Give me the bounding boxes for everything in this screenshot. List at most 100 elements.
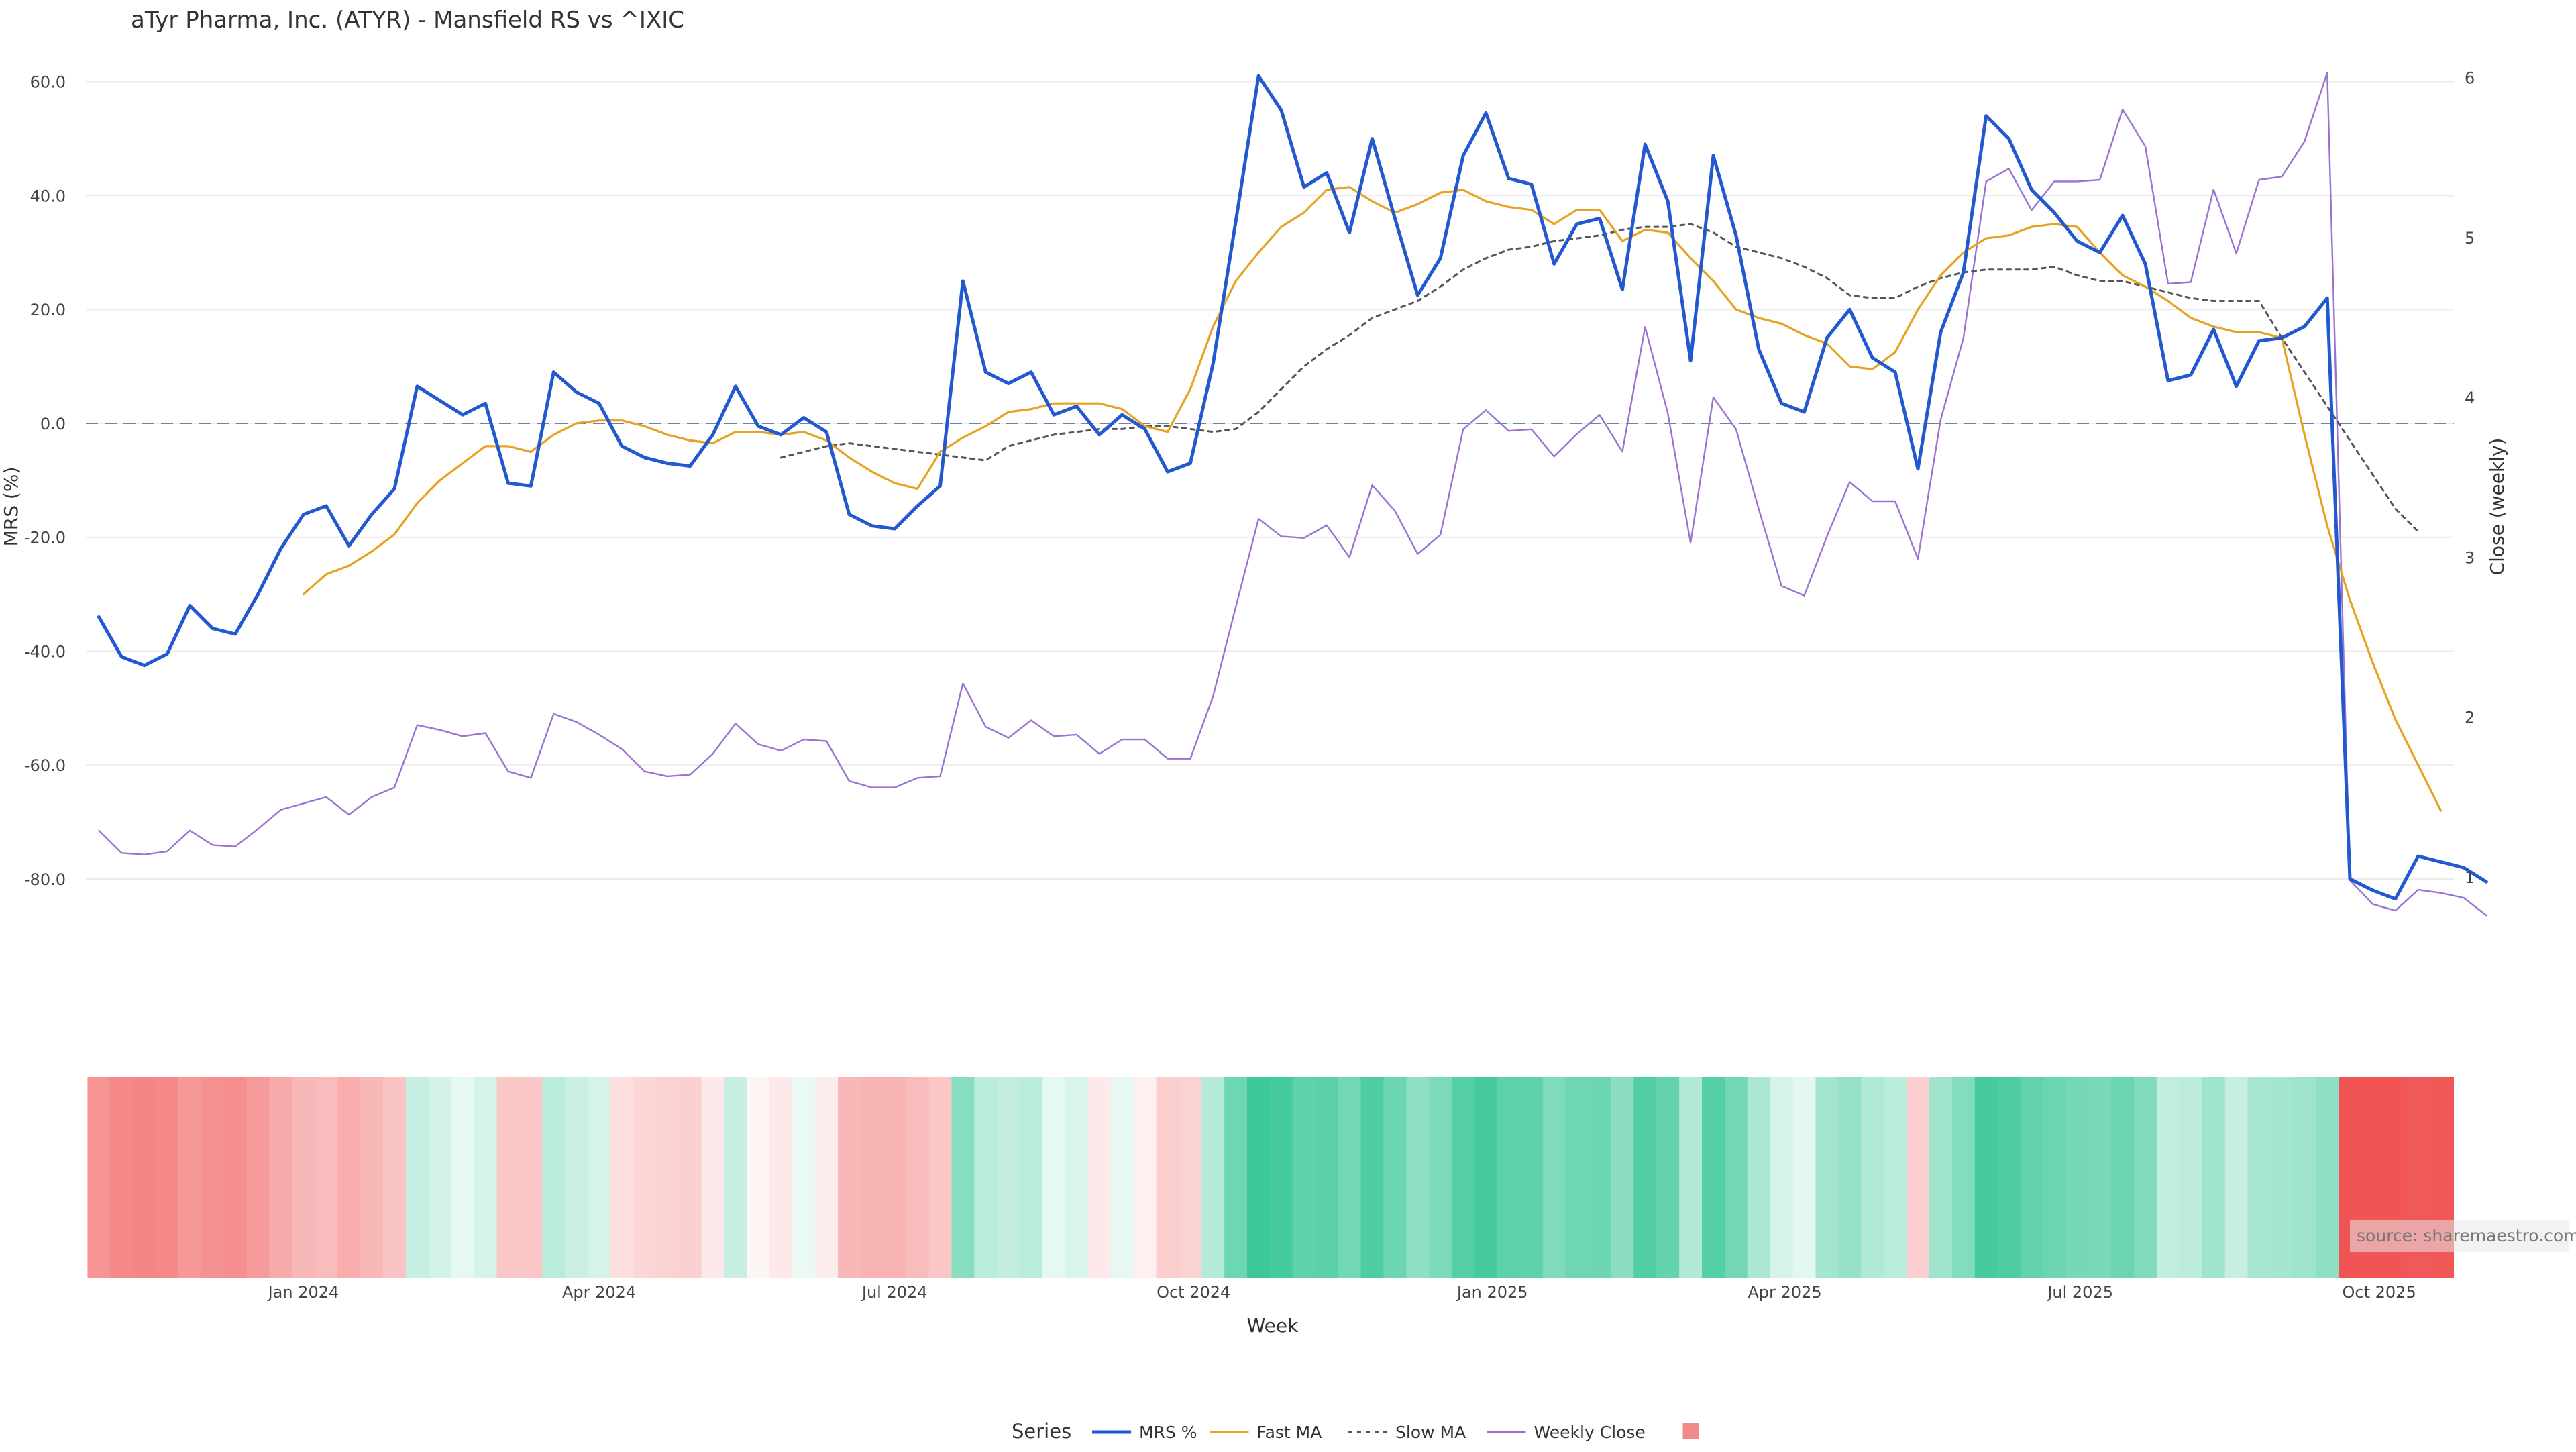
heatmap-cell [2293,1077,2316,1278]
heatmap-cell [1452,1077,1475,1278]
heatmap-cell [1770,1077,1794,1278]
right-y-tick-label: 4 [2465,388,2475,407]
legend-label: Weekly Close [1534,1422,1646,1442]
right-y-tick-label: 3 [2465,548,2475,567]
heatmap-cell [2452,1077,2454,1278]
heatmap-cell [974,1077,998,1278]
heatmap-cell [1110,1077,1134,1278]
right-y-tick-label: 5 [2465,229,2475,248]
heatmap-cell [383,1077,407,1278]
heatmap-cell [1884,1077,1907,1278]
heatmap-cell [1383,1077,1407,1278]
left-y-axis: 60.0 40.0 20.0 0.0 -20.0 -40.0 -60.0 -80.0 [24,73,66,889]
heatmap-cell [1792,1077,1817,1278]
source-annotation: source: sharemaestro.com [2350,1220,2576,1252]
legend-item: Slow MA [1348,1422,1466,1442]
series-line-fast-ma [302,186,2443,812]
left-y-tick-label: -20.0 [24,529,66,548]
heatmap-cell [633,1077,657,1278]
heatmap-cell [2179,1077,2203,1278]
heatmap-cell [1611,1077,1634,1278]
heatmap-cell [519,1077,543,1278]
heatmap-cell [292,1077,315,1278]
legend-label: Slow MA [1395,1422,1466,1442]
heatmap-cell [542,1077,566,1278]
heatmap-cell [1497,1077,1521,1278]
heatmap-cell [1565,1077,1589,1278]
heatmap-cell [906,1077,930,1278]
heatmap-cell [1201,1077,1225,1278]
heatmap-cell [337,1077,361,1278]
heatmap-cell [565,1077,588,1278]
left-y-tick-label: -60.0 [24,756,66,775]
legend-item: Weekly Close [1487,1422,1646,1442]
heatmap-cell [1907,1077,1930,1278]
left-y-tick-label: -40.0 [24,642,66,661]
heatmap-cell [1542,1077,1566,1278]
heatmap-cell [201,1077,225,1278]
x-tick-label: Jan 2025 [1456,1283,1528,1302]
heatmap-cell [860,1077,884,1278]
heatmap-cell [678,1077,702,1278]
heatmap-cell [1270,1077,1293,1278]
legend-item: Fast MA [1210,1422,1322,1442]
heatmap-cell [1020,1077,1043,1278]
heatmap-cell [223,1077,248,1278]
legend-title: Series [1012,1420,1071,1443]
heatmap-cell [2247,1077,2271,1278]
source-text: source: sharemaestro.com [2357,1226,2576,1245]
left-y-tick-label: 40.0 [30,187,66,205]
heatmap-cell [1247,1077,1271,1278]
series-layer [97,72,2488,917]
heatmap-cell [815,1077,839,1278]
heatmap-cell [2111,1077,2135,1278]
heatmap-cell [2088,1077,2112,1278]
heatmap-cell [883,1077,907,1278]
heatmap-cell [1997,1077,2021,1278]
heatmap-cell [997,1077,1020,1278]
heatmap-cell [110,1077,133,1278]
legend-label: MRS % [1139,1422,1197,1442]
right-y-tick-label: 1 [2465,868,2475,887]
heatmap-cell [1179,1077,1202,1278]
main-plot-area [86,72,2488,917]
heatmap-cell [655,1077,680,1278]
right-y-axis-title: Close (weekly) [2486,438,2508,576]
heatmap-cell [178,1077,202,1278]
heatmap-cell [1474,1077,1498,1278]
heatmap-cell [792,1077,816,1278]
x-axis-title: Week [1247,1314,1299,1337]
heatmap-cell [1224,1077,1248,1278]
heatmap-cell [428,1077,452,1278]
right-y-axis: 6 5 4 3 2 1 [2465,69,2475,888]
heatmap-cell [496,1077,521,1278]
heatmap-cell [1656,1077,1680,1278]
x-tick-label: Oct 2024 [1157,1283,1230,1302]
heatmap-cell [701,1077,725,1278]
heatmap-cell [588,1077,611,1278]
heatmap-cell [1633,1077,1657,1278]
left-y-tick-label: -80.0 [24,870,66,889]
x-tick-label: Jul 2025 [2046,1283,2113,1302]
heatmap-cell [2202,1077,2226,1278]
heatmap-cell [1974,1077,1998,1278]
legend-swatch [1682,1423,1699,1439]
heatmap-cell [1951,1077,1976,1278]
heatmap-cell [1702,1077,1725,1278]
left-y-tick-label: 60.0 [30,73,66,92]
heatmap-cell [1929,1077,1953,1278]
x-axis: Jan 2024 Apr 2024 Jul 2024 Oct 2024 Jan 2025… [267,1283,2416,1302]
heatmap-cell [2134,1077,2157,1278]
heatmap-cell [1861,1077,1884,1278]
heatmap-cell [2224,1077,2249,1278]
heatmap-cell [1156,1077,1180,1278]
heatmap-cell [610,1077,634,1278]
left-y-axis-title: MRS (%) [0,467,22,547]
series-line-weekly-close [98,72,2487,917]
x-tick-label: Jan 2024 [267,1283,339,1302]
heatmap-cell [1519,1077,1544,1278]
x-tick-label: Apr 2024 [562,1283,636,1302]
heatmap-cell [1315,1077,1339,1278]
